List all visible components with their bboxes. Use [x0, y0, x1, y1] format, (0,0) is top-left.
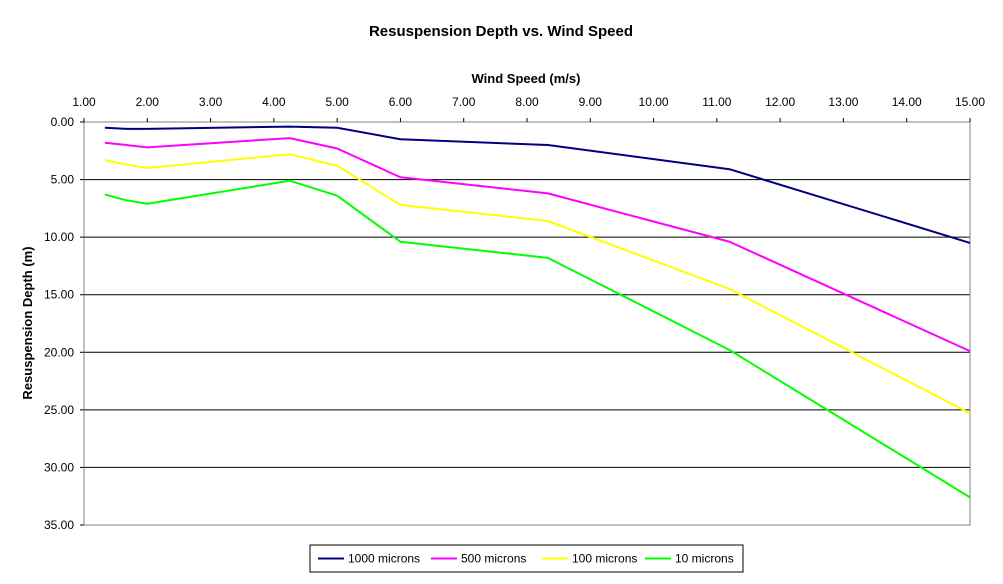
chart-title: Resuspension Depth vs. Wind Speed	[369, 23, 633, 40]
plot-area: 1.00 2.00 3.00 4.00 5.00 6.00 7.00 8.00 9.00 10.0…	[44, 95, 985, 532]
series-line-100-microns	[104, 153, 971, 415]
y-tick-label: 15.00	[44, 288, 74, 302]
y-tick-label: 20.00	[44, 345, 74, 359]
legend-label-500-microns: 500 microns	[461, 552, 526, 566]
legend-label-100-microns: 100 microns	[572, 552, 637, 566]
plot-border	[83, 121, 971, 526]
x-tick-label: 13.00	[828, 95, 858, 109]
x-tick-label: 15.00	[955, 95, 985, 109]
x-tick-label: 6.00	[389, 95, 413, 109]
y-tick-label: 0.00	[51, 115, 75, 129]
x-tick-label: 3.00	[199, 95, 223, 109]
x-tick-label: 1.00	[72, 95, 96, 109]
x-tick-label: 11.00	[702, 95, 731, 109]
x-tick-label: 8.00	[515, 95, 539, 109]
series-line-500-microns	[104, 137, 971, 353]
series-line-10-microns	[104, 179, 971, 499]
x-tick-label: 4.00	[262, 95, 286, 109]
x-tick-label: 14.00	[892, 95, 922, 109]
y-tick-label: 35.00	[44, 518, 74, 532]
x-tick-label: 12.00	[765, 95, 795, 109]
x-tick-label: 10.00	[639, 95, 669, 109]
x-tick-label: 7.00	[452, 95, 476, 109]
y-tick-label: 30.00	[44, 460, 74, 474]
y-tick-label: 25.00	[44, 403, 74, 417]
y-tick-label: 5.00	[51, 173, 75, 187]
legend-label-1000-microns: 1000 microns	[348, 552, 420, 566]
legend-label-10-microns: 10 microns	[675, 552, 734, 566]
y-axis-title: Resuspension Depth (m)	[20, 246, 35, 399]
y-tick-label: 10.00	[44, 230, 74, 244]
x-axis-title: Wind Speed (m/s)	[472, 71, 581, 86]
legend: 1000 microns 500 microns 100 microns 10 mic…	[309, 544, 744, 573]
x-tick-label: 2.00	[136, 95, 160, 109]
x-tick-label: 9.00	[579, 95, 603, 109]
x-tick-label: 5.00	[325, 95, 349, 109]
series-line-1000-microns	[104, 125, 971, 244]
